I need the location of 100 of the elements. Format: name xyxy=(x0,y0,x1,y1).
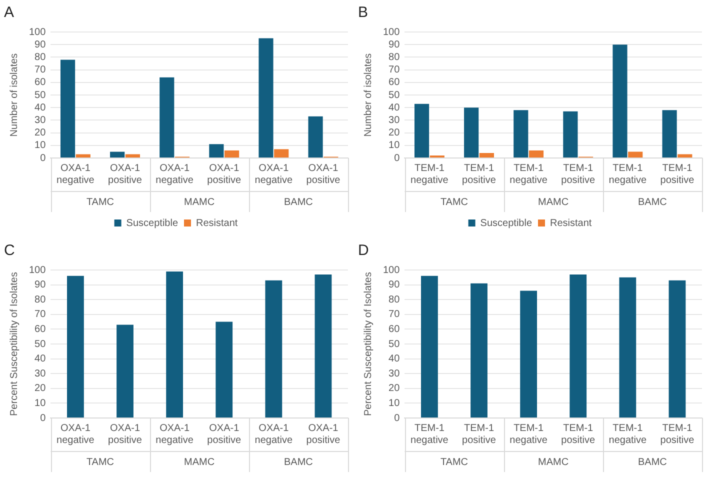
bar xyxy=(563,111,578,158)
y-tick-label: 50 xyxy=(388,90,400,101)
bar xyxy=(479,152,494,158)
y-axis-title: Percent Susceptibility of Isolates xyxy=(8,272,20,416)
y-tick-label: 30 xyxy=(388,368,400,380)
bar xyxy=(60,60,76,158)
x-tick-label: TEM-1 negative xyxy=(510,422,548,446)
text: MAMC xyxy=(184,196,215,208)
text: TAMC xyxy=(440,456,468,468)
x-tick-label: OXA-1 positive xyxy=(306,162,341,186)
y-tick-label: 80 xyxy=(388,52,400,63)
y-tick-label: 40 xyxy=(388,102,400,114)
y-tick-label: 80 xyxy=(34,294,46,306)
bar xyxy=(224,150,240,158)
bar xyxy=(265,280,282,418)
text: TAMC xyxy=(86,456,114,468)
text: BAMC xyxy=(638,456,667,468)
y-tick-label: 70 xyxy=(388,64,400,76)
bar xyxy=(314,274,332,418)
y-tick-label: 100 xyxy=(382,26,400,38)
text: BAMC xyxy=(638,196,667,208)
x-tick-label: OXA-1 negative xyxy=(56,162,95,186)
y-axis-title: Number of isolates xyxy=(362,53,374,137)
x-tick-label: OXA-1 positive xyxy=(306,422,341,446)
x-tick-label: TEM-1 positive xyxy=(660,162,695,186)
x-tick-label: OXA-1 negative xyxy=(156,162,194,186)
y-tick-label: 30 xyxy=(388,114,400,126)
x-tick-label: TEM-1 negative xyxy=(410,422,449,446)
y-tick-label: 60 xyxy=(34,324,46,335)
y-tick-label: 0 xyxy=(40,412,46,424)
bar xyxy=(514,110,528,158)
y-tick-label: 80 xyxy=(388,294,400,306)
bar xyxy=(308,116,323,158)
x-tick-label: OXA-1 positive xyxy=(108,422,142,446)
chart-title: C xyxy=(4,242,15,260)
y-tick-label: 20 xyxy=(388,128,400,139)
y-tick-label: 30 xyxy=(34,114,46,126)
y-axis-title: Percent Susceptibility of Isolates xyxy=(362,272,374,416)
chart-title: A xyxy=(4,4,14,22)
x-tick-label: TEM-1 negative xyxy=(410,162,449,186)
bar xyxy=(662,110,677,158)
x-tick-label: OXA-1 negative xyxy=(56,422,95,446)
legend-label: Resistant xyxy=(196,218,238,229)
y-tick-label: 60 xyxy=(388,77,400,88)
chart-title: D xyxy=(358,242,369,260)
x-tick-label: TEM-1 negative xyxy=(608,422,648,446)
y-tick-label: 20 xyxy=(34,128,46,139)
y-tick-label: 10 xyxy=(34,140,46,152)
y-tick-label: 80 xyxy=(34,52,46,63)
x-tick-label: OXA-1 positive xyxy=(108,162,142,186)
y-tick-label: 90 xyxy=(34,280,46,291)
y-tick-label: 0 xyxy=(394,412,400,424)
text: BAMC xyxy=(284,196,313,208)
x-tick-label: TEM-1 positive xyxy=(462,162,496,186)
bar xyxy=(209,144,224,158)
x-tick-label: OXA-1 negative xyxy=(254,162,294,186)
y-tick-label: 20 xyxy=(388,383,400,394)
bar xyxy=(628,152,643,158)
y-tick-label: 10 xyxy=(34,398,46,409)
legend-label: Resistant xyxy=(550,218,592,229)
text: TAMC xyxy=(86,196,114,208)
y-tick-label: 40 xyxy=(34,102,46,114)
y-tick-label: 70 xyxy=(34,64,46,76)
y-tick-label: 90 xyxy=(388,280,400,291)
y-tick-label: 50 xyxy=(34,90,46,101)
x-tick-label: TEM-1 positive xyxy=(660,422,695,446)
y-tick-label: 0 xyxy=(394,152,400,164)
y-tick-label: 20 xyxy=(34,383,46,394)
text: MAMC xyxy=(538,196,569,208)
x-tick-label: TEM-1 positive xyxy=(561,162,596,186)
bar xyxy=(274,149,289,158)
bar xyxy=(125,154,140,158)
text: MAMC xyxy=(538,456,569,468)
x-tick-label: OXA-1 negative xyxy=(254,422,294,446)
bar xyxy=(678,154,692,158)
y-tick-label: 10 xyxy=(388,140,400,152)
x-tick-label: TEM-1 negative xyxy=(510,162,548,186)
y-tick-label: 40 xyxy=(388,354,400,365)
y-tick-label: 60 xyxy=(388,324,400,335)
y-tick-label: 50 xyxy=(388,338,400,350)
y-tick-label: 60 xyxy=(34,77,46,88)
text: MAMC xyxy=(184,456,215,468)
x-tick-label: TEM-1 positive xyxy=(561,422,596,446)
bar xyxy=(464,108,479,158)
chart-title: B xyxy=(358,4,368,22)
y-tick-label: 50 xyxy=(34,338,46,350)
y-tick-label: 90 xyxy=(34,39,46,50)
x-tick-label: OXA-1 negative xyxy=(156,422,194,446)
bar xyxy=(67,276,84,418)
x-tick-label: TEM-1 negative xyxy=(608,162,648,186)
bar xyxy=(160,77,174,158)
y-axis-title: Number of isolates xyxy=(8,53,20,137)
bar xyxy=(166,271,184,418)
bar xyxy=(216,322,233,418)
y-tick-label: 100 xyxy=(382,264,400,276)
y-tick-label: 30 xyxy=(34,368,46,380)
y-tick-label: 70 xyxy=(34,309,46,320)
bar xyxy=(76,154,90,158)
text: TAMC xyxy=(440,196,468,208)
bar xyxy=(110,152,125,158)
